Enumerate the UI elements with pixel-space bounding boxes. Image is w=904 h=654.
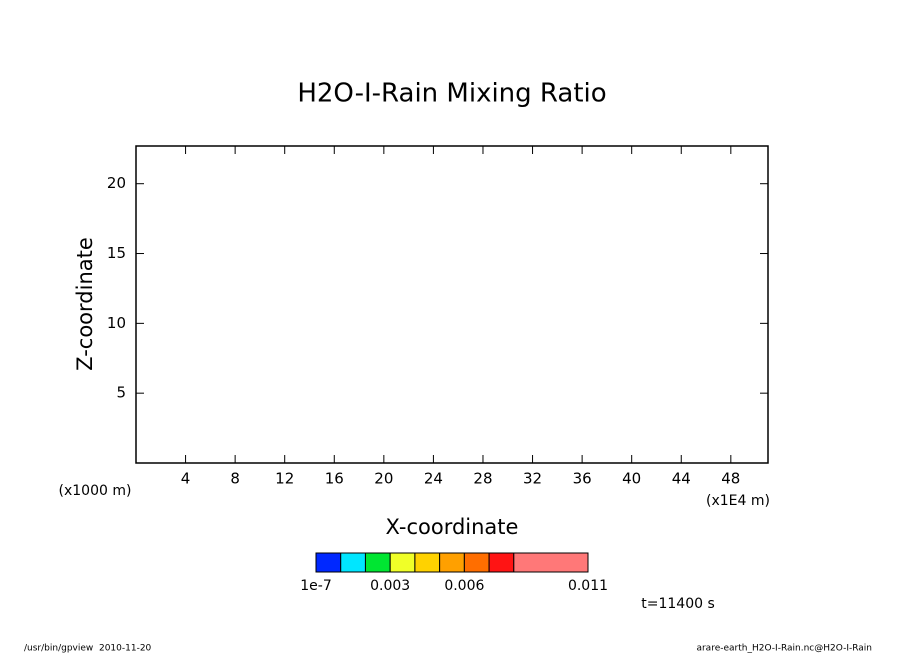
x-tick-label: 24	[424, 470, 443, 488]
colorbar-box	[513, 552, 589, 573]
x-unit: (x1E4 m)	[706, 493, 770, 509]
colorbar-label: 0.006	[444, 578, 484, 594]
footer-left: /usr/bin/gpview 2010-11-20	[24, 644, 152, 654]
colorbar-box	[340, 552, 366, 573]
colorbar-label: 0.003	[370, 578, 410, 594]
x-tick-label: 36	[573, 470, 592, 488]
colorbar-box	[389, 552, 416, 573]
y-tick-label: 15	[107, 244, 126, 262]
chart-title: H2O-I-Rain Mixing Ratio	[297, 79, 606, 109]
x-tick-label: 40	[622, 470, 641, 488]
y-tick-label: 20	[107, 174, 126, 192]
x-axis-label: X-coordinate	[386, 515, 519, 539]
colorbar-box	[315, 552, 342, 573]
x-tick-label: 12	[275, 470, 294, 488]
colorbar-box	[364, 552, 391, 573]
y-tick-label: 5	[116, 384, 126, 402]
plot-frame	[135, 145, 769, 464]
x-tick-label: 48	[721, 470, 740, 488]
colorbar-label: 0.011	[568, 578, 608, 594]
y-axis-label: Z-coordinate	[73, 237, 97, 371]
x-tick-label: 20	[374, 470, 393, 488]
colorbar-label: 1e-7	[300, 578, 331, 594]
colorbar-box	[414, 552, 441, 573]
time-label: t=11400 s	[641, 596, 715, 612]
y-unit: (x1000 m)	[59, 483, 132, 499]
y-tick-label: 10	[107, 314, 126, 332]
x-tick-label: 44	[672, 470, 691, 488]
x-tick-label: 16	[325, 470, 344, 488]
x-tick-label: 8	[230, 470, 240, 488]
colorbar-box	[439, 552, 465, 573]
footer-right: arare-earth_H2O-I-Rain.nc@H2O-I-Rain	[696, 644, 872, 654]
x-tick-label: 4	[181, 470, 191, 488]
x-tick-label: 32	[523, 470, 542, 488]
colorbar-box	[463, 552, 490, 573]
x-tick-label: 28	[473, 470, 492, 488]
colorbar-box	[488, 552, 515, 573]
